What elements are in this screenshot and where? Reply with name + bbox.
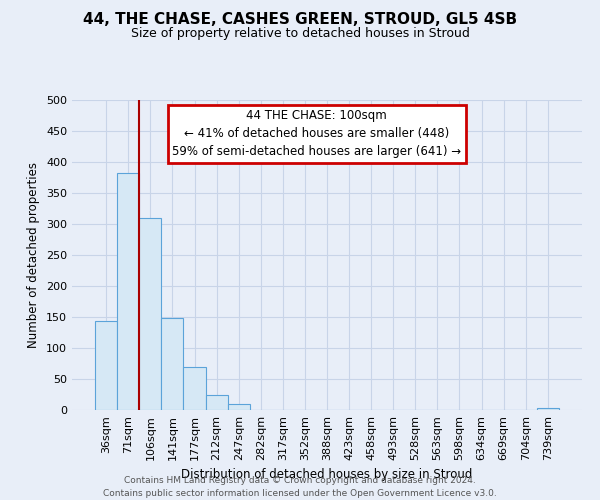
Text: 44, THE CHASE, CASHES GREEN, STROUD, GL5 4SB: 44, THE CHASE, CASHES GREEN, STROUD, GL5… <box>83 12 517 28</box>
Bar <box>95 320 117 410</box>
Bar <box>139 218 161 410</box>
Text: 44 THE CHASE: 100sqm
← 41% of detached houses are smaller (448)
59% of semi-deta: 44 THE CHASE: 100sqm ← 41% of detached h… <box>172 110 461 158</box>
Bar <box>184 366 206 410</box>
Bar <box>161 318 184 410</box>
Y-axis label: Number of detached properties: Number of detached properties <box>28 162 40 348</box>
Text: Size of property relative to detached houses in Stroud: Size of property relative to detached ho… <box>131 28 469 40</box>
Bar <box>117 172 139 410</box>
Bar <box>206 394 227 410</box>
Text: Contains HM Land Registry data © Crown copyright and database right 2024.
Contai: Contains HM Land Registry data © Crown c… <box>103 476 497 498</box>
Bar <box>537 408 559 410</box>
Bar <box>227 404 250 410</box>
X-axis label: Distribution of detached houses by size in Stroud: Distribution of detached houses by size … <box>181 468 473 481</box>
